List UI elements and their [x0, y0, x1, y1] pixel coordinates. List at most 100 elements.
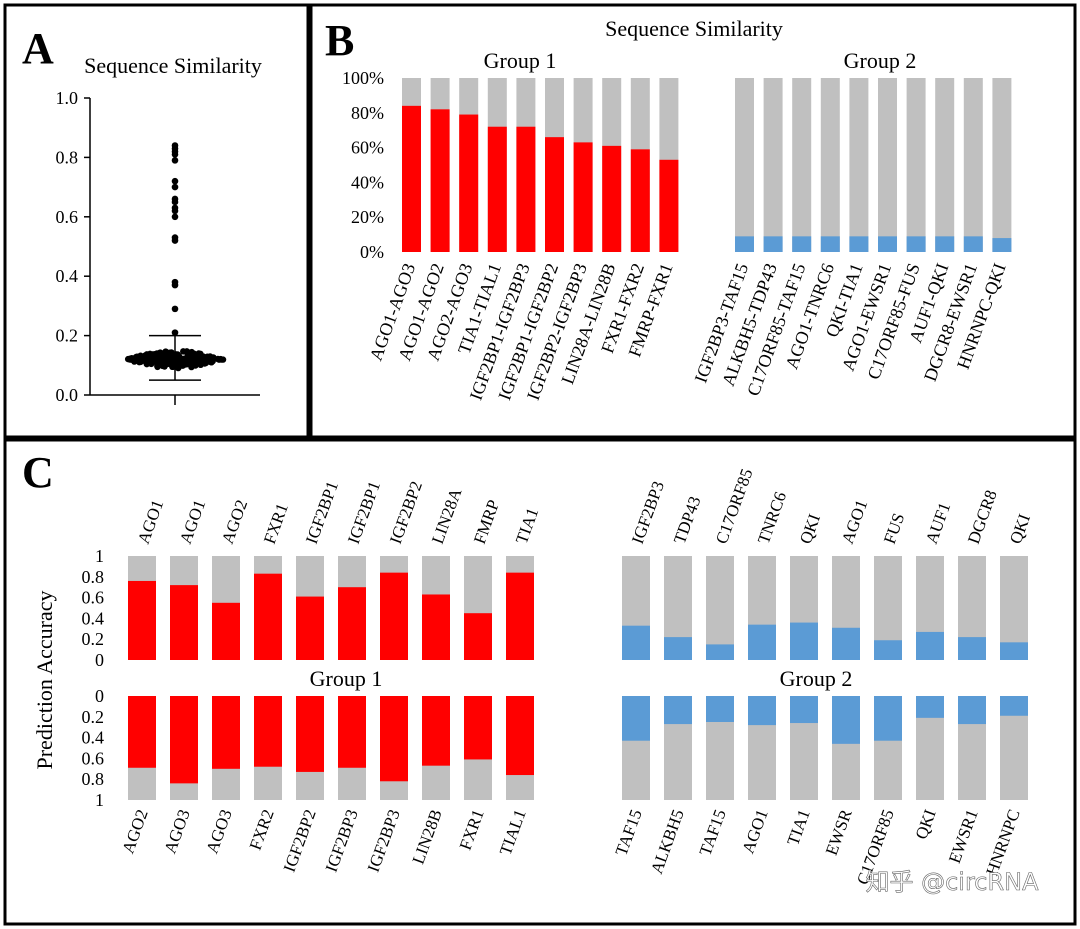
panel-a-outlier	[171, 177, 179, 185]
panel-b-bar	[487, 126, 507, 252]
panel-a-outlier	[171, 183, 179, 191]
panel-c-bottom-bar	[422, 696, 450, 766]
panel-c-bottom-bar	[380, 696, 408, 782]
panel-c-bottom-y-tick-label: 1	[95, 790, 104, 810]
panel-c-y-label: Prediction Accuracy	[32, 591, 57, 770]
panel-b-bar	[963, 236, 983, 252]
panel-c-top-category-label: IGF2BP1	[302, 479, 342, 547]
panel-c-bottom-bar	[170, 696, 198, 784]
panel-c-top-bar	[380, 572, 408, 660]
panel-b-bar	[878, 236, 897, 252]
panel-b-bar-chart: Sequence Similarity Group 1 Group 2 0% 20…	[342, 16, 1012, 403]
panel-c-bottom-category-label: QKI	[912, 807, 940, 842]
panel-c-top-category-label: C17ORF85	[712, 466, 757, 546]
panel-a-outlier	[171, 329, 179, 336]
panel-b-bar	[459, 114, 479, 252]
panel-c-bottom-category-label: AGO2	[118, 807, 151, 856]
panel-c-top-bar	[506, 572, 534, 660]
panel-a-point	[172, 351, 180, 358]
panel-a-point	[194, 356, 201, 364]
panel-c-top-bar	[296, 596, 324, 660]
panel-c-bottom-category-label: ALKBH5	[647, 807, 688, 877]
panel-a-point	[189, 354, 196, 361]
panel-a-point	[174, 361, 181, 368]
panel-c-group1-title: Group 1	[310, 666, 383, 691]
panel-c-bottom-bar	[128, 696, 156, 768]
panel-b-group1-title: Group 1	[484, 48, 557, 73]
panel-b-y-tick-label: 40%	[351, 172, 384, 192]
panel-c-bottom-bar	[916, 696, 944, 718]
panel-c-top-category-label: TIA1	[512, 505, 542, 546]
panel-c-top-y-tick-label: 0	[95, 650, 104, 670]
panel-c-top-bar	[958, 637, 986, 660]
panel-c-bottom-category-label: IGF2BP3	[322, 807, 362, 875]
panel-c-bottom-y-tick-label: 0	[95, 686, 104, 706]
panel-c-bottom-category-label: IGF2BP3	[364, 807, 404, 875]
panel-b-y-tick-label: 80%	[351, 103, 384, 123]
panel-c-top-category-label: AGO1	[838, 497, 871, 546]
panel-a-point	[180, 348, 187, 355]
panel-c-top-y-tick-label: 0.4	[82, 608, 105, 628]
panel-b-bar	[792, 236, 812, 252]
panel-b-y-tick-label: 20%	[351, 207, 384, 227]
panel-c-top-category-label: AGO1	[176, 497, 209, 546]
panel-b-group2-title: Group 2	[844, 48, 917, 73]
panel-c-top-bar	[170, 585, 198, 660]
panel-c-bottom-category-label: TIAL1	[496, 807, 530, 858]
panel-a-scatter: Sequence Similarity 0.0 0.2 0.4 0.6 0.8 1.0	[56, 53, 262, 405]
panel-c-bottom-bar	[958, 696, 986, 725]
panel-a-frame	[3, 3, 310, 439]
panel-b-bar	[735, 236, 754, 252]
panel-c-top-category-label: QKI	[1006, 511, 1034, 546]
panel-b-bar	[430, 109, 450, 252]
panel-c-top-category-label: FMRP	[470, 497, 503, 546]
panel-c-top-bar	[916, 631, 944, 660]
panel-a-outlier	[171, 157, 179, 164]
panel-c-bottom-bar	[464, 696, 492, 760]
panel-c-bar-chart: Prediction Accuracy Group 1 Group 2 00.2…	[32, 466, 1034, 887]
panel-b-bar-remainder	[878, 78, 897, 252]
panel-c-top-category-label: FXR1	[260, 501, 292, 547]
watermark: 知乎 @circRNA	[865, 868, 1039, 896]
panel-b-bar	[763, 236, 783, 252]
panel-a-title: Sequence Similarity	[84, 53, 262, 78]
panel-c-bottom-bar	[832, 696, 860, 744]
panel-b-bar	[402, 105, 421, 252]
panel-a-point	[153, 351, 160, 358]
panel-c-top-bar	[1000, 642, 1028, 660]
panel-a-y-tick-label: 0.8	[56, 147, 79, 167]
panel-a-point	[156, 357, 163, 364]
panel-c-bottom-category-label: FXR2	[246, 807, 278, 853]
panel-b-bar	[516, 126, 536, 252]
panel-a-y-tick-label: 0.6	[56, 207, 79, 227]
panel-c-top-category-label: TDP43	[670, 494, 705, 547]
panel-c-bottom-category-label: TAF15	[612, 807, 646, 858]
panel-c-top-bar	[790, 622, 818, 660]
panel-c-top-bar-remainder	[706, 556, 734, 660]
panel-b-bar	[573, 142, 593, 252]
panel-c-bottom-bar	[622, 696, 650, 741]
panel-b-bar	[906, 236, 926, 252]
panel-c-top-category-label: AGO1	[134, 497, 167, 546]
panel-a-y-tick-label: 0.0	[56, 385, 79, 405]
panel-b-bar	[659, 159, 679, 252]
panel-a-point	[126, 356, 134, 363]
panel-a-point	[159, 362, 166, 370]
panel-c-bottom-bar	[1000, 696, 1028, 716]
panel-a-point	[192, 362, 199, 369]
panel-a-point	[145, 354, 152, 361]
panel-c-bottom-category-label: EWSR1	[945, 807, 982, 866]
panel-c-bottom-category-label: TIA1	[783, 807, 813, 848]
panel-c-top-bar	[254, 573, 282, 660]
panel-c-bottom-bar	[338, 696, 366, 768]
panel-c-top-bar	[128, 580, 156, 660]
panel-a-point	[166, 350, 174, 357]
panel-c-bottom-category-label: AGO1	[738, 807, 771, 856]
panel-c-bottom-bar	[296, 696, 324, 772]
panel-a-point	[182, 359, 189, 366]
panel-b-bar-remainder	[820, 78, 840, 252]
panel-c-top-category-label: IGF2BP3	[628, 479, 668, 547]
panel-b-bar-remainder	[963, 78, 983, 252]
panel-a-outlier	[171, 198, 179, 206]
panel-c-top-bar	[706, 644, 734, 660]
